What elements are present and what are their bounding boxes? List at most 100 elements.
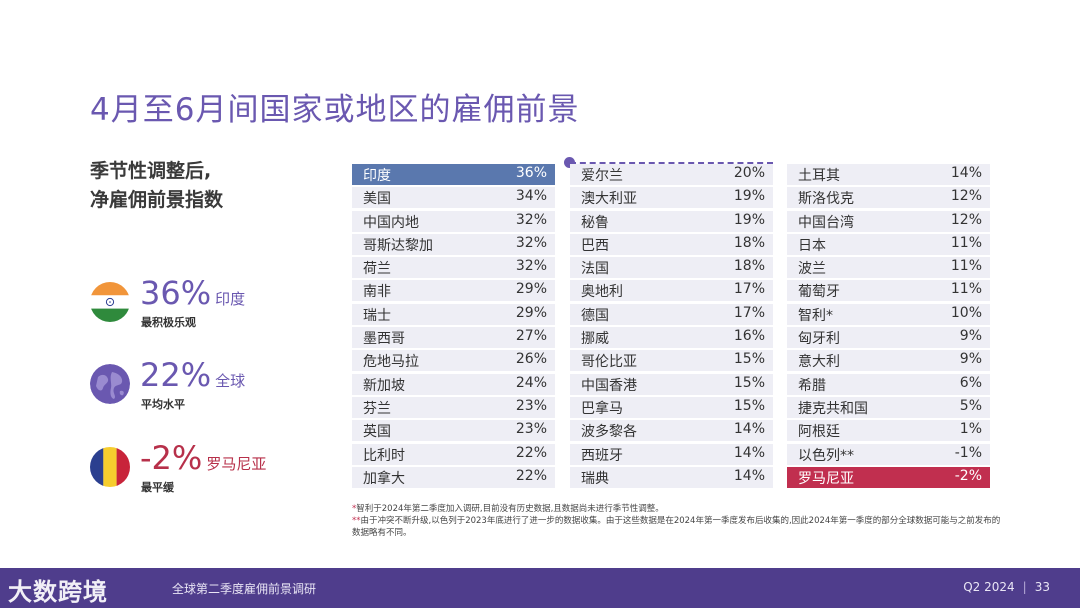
country-name: 巴西 [581, 237, 609, 254]
country-value: 23% [515, 397, 547, 414]
country-name: 荷兰 [363, 261, 391, 278]
country-name: 印度 [363, 168, 391, 184]
country-name: 挪威 [581, 331, 609, 348]
country-name: 意大利 [798, 354, 840, 371]
country-value: 18% [733, 258, 765, 275]
country-row: 西班牙 14% [570, 443, 773, 465]
country-value: 12% [950, 211, 982, 228]
country-value: 29% [515, 281, 547, 298]
country-value: 12% [950, 188, 982, 205]
country-row: 芬兰 23% [352, 396, 555, 418]
country-value: 14% [950, 165, 982, 181]
romania-flag-icon [90, 447, 130, 487]
country-row: 阿根廷 1% [787, 420, 990, 442]
country-name: 哥伦比亚 [581, 354, 637, 371]
stat-global-name: 全球 [215, 372, 246, 390]
ranking-column-1: 印度 36% 美国 34% 中国内地 32% 哥斯达黎加 32% 荷兰 32% 南非 29% 瑞士 29%… [352, 164, 555, 490]
globe-icon [90, 364, 130, 404]
country-value: 9% [959, 328, 982, 345]
country-name: 瑞士 [363, 307, 391, 324]
page-title: 4月至6月间国家或地区的雇佣前景 [90, 92, 580, 128]
country-row: 哥斯达黎加 32% [352, 233, 555, 255]
country-value: 14% [733, 421, 765, 438]
country-name: 希腊 [798, 377, 826, 394]
page-number: 33 [1034, 580, 1050, 594]
india-flag-icon [90, 282, 130, 322]
stat-global-desc: 平均水平 [141, 398, 185, 411]
country-row: 日本 11% [787, 233, 990, 255]
country-value: 11% [950, 281, 982, 298]
country-row: 中国香港 15% [570, 373, 773, 395]
country-value: 32% [515, 211, 547, 228]
country-row: 波多黎各 14% [570, 420, 773, 442]
country-row: 土耳其 14% [787, 164, 990, 185]
stat-lowest-desc: 最平缓 [141, 481, 174, 494]
country-row: 希腊 6% [787, 373, 990, 395]
country-name: 以色列** [798, 447, 854, 464]
country-value: 6% [959, 374, 982, 391]
country-row: 危地马拉 26% [352, 350, 555, 372]
country-name: 中国香港 [581, 377, 637, 394]
country-row: 罗马尼亚 -2% [787, 466, 990, 488]
footnotes: *智利于2024年第二季度加入调研,目前没有历史数据,且数据尚未进行季节性调整。… [352, 503, 1002, 539]
country-row: 巴拿马 15% [570, 396, 773, 418]
page-info: Q2 2024 | 33 [963, 580, 1050, 594]
footnote-israel: **由于冲突不断升级,以色列于2023年底进行了进一步的数据收集。由于这些数据是… [352, 515, 1002, 539]
country-row: 荷兰 32% [352, 257, 555, 279]
country-name: 土耳其 [798, 168, 840, 184]
country-name: 墨西哥 [363, 331, 405, 348]
country-value: 19% [733, 211, 765, 228]
country-name: 匈牙利 [798, 331, 840, 348]
country-value: 17% [733, 281, 765, 298]
country-row: 德国 17% [570, 303, 773, 325]
country-name: 英国 [363, 424, 391, 441]
country-name: 日本 [798, 237, 826, 254]
global-average-marker [564, 157, 575, 168]
country-row: 墨西哥 27% [352, 327, 555, 349]
stat-global-value: 22% [140, 356, 212, 394]
country-name: 巴拿马 [581, 400, 623, 417]
country-value: 32% [515, 258, 547, 275]
country-name: 斯洛伐克 [798, 191, 854, 208]
footer-separator: | [1022, 580, 1027, 594]
subtitle-line-2: 净雇佣前景指数 [90, 189, 224, 211]
country-value: 32% [515, 234, 547, 251]
country-value: 27% [515, 328, 547, 345]
country-row: 南非 29% [352, 280, 555, 302]
country-name: 瑞典 [581, 470, 609, 487]
country-row: 奥地利 17% [570, 280, 773, 302]
country-row: 瑞典 14% [570, 466, 773, 488]
country-value: -1% [954, 444, 982, 461]
country-row: 加拿大 22% [352, 466, 555, 488]
country-row: 澳大利亚 19% [570, 187, 773, 209]
country-row: 以色列** -1% [787, 443, 990, 465]
subtitle-line-1: 季节性调整后, [90, 160, 212, 182]
stat-highest-value: 36% [140, 274, 212, 312]
country-name: 危地马拉 [363, 354, 419, 371]
country-name: 波多黎各 [581, 424, 637, 441]
report-name: 全球第二季度雇佣前景调研 [172, 582, 317, 596]
country-value: 11% [950, 258, 982, 275]
country-value: 20% [733, 165, 765, 181]
country-row: 挪威 16% [570, 327, 773, 349]
country-value: 9% [959, 351, 982, 368]
stat-highest-desc: 最积极乐观 [141, 316, 196, 329]
ranking-column-2: 爱尔兰 20% 澳大利亚 19% 秘鲁 19% 巴西 18% 法国 18% 奥地利 17% 德国 17% 挪… [570, 164, 773, 490]
footnote-israel-text: 由于冲突不断升级,以色列于2023年底进行了进一步的数据收集。由于这些数据是在2… [352, 516, 1001, 538]
country-name: 秘鲁 [581, 214, 609, 231]
footnote-chile: *智利于2024年第二季度加入调研,目前没有历史数据,且数据尚未进行季节性调整。 [352, 503, 1002, 515]
country-value: 17% [733, 304, 765, 321]
stat-lowest-name: 罗马尼亚 [206, 455, 267, 473]
footnote-chile-text: 智利于2024年第二季度加入调研,目前没有历史数据,且数据尚未进行季节性调整。 [356, 504, 664, 514]
country-row: 波兰 11% [787, 257, 990, 279]
country-value: 10% [950, 304, 982, 321]
country-name: 加拿大 [363, 470, 405, 487]
country-value: 22% [515, 444, 547, 461]
country-row: 秘鲁 19% [570, 210, 773, 232]
country-value: 1% [959, 421, 982, 438]
country-value: 24% [515, 374, 547, 391]
brand-logo: 大数跨境 [8, 578, 108, 606]
country-row: 瑞士 29% [352, 303, 555, 325]
country-value: 16% [733, 328, 765, 345]
country-value: 23% [515, 421, 547, 438]
